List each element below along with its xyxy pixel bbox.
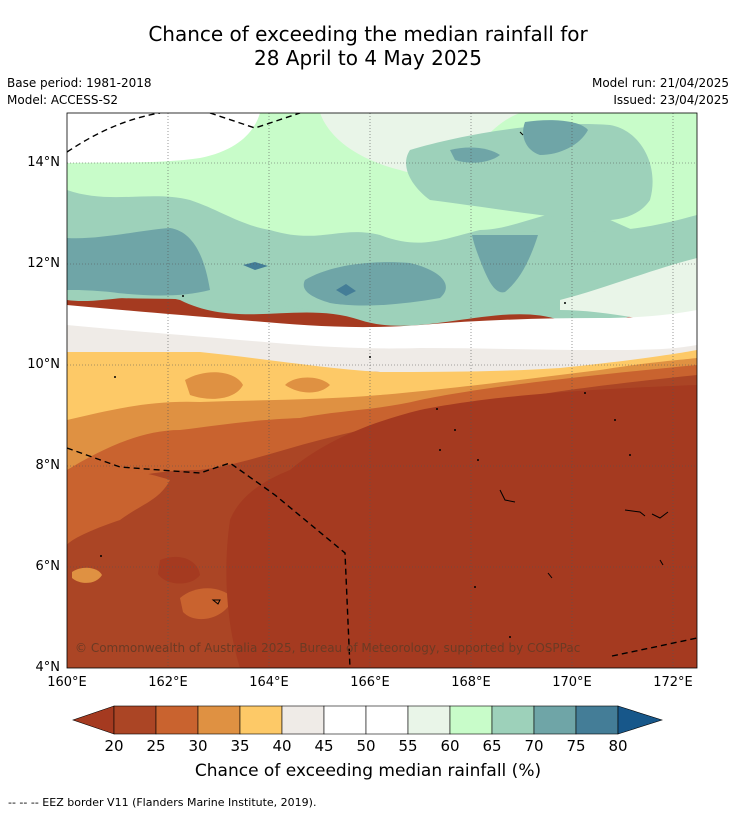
title-line-1: Chance of exceeding the median rainfall … — [148, 22, 588, 46]
lon-tick-164e: 164°E — [249, 675, 289, 690]
region-65-70-west — [67, 198, 697, 316]
colorbar-swatch — [239, 705, 283, 735]
colorbar-tick-label: 25 — [146, 737, 166, 755]
colorbar-tick-label: 20 — [104, 737, 124, 755]
region-below-20 — [226, 385, 697, 668]
colorbar-tick-label: 50 — [356, 737, 376, 755]
lat-tick-14n: 14°N — [27, 155, 60, 170]
colorbar-tick-label: 65 — [482, 737, 502, 755]
colorbar-over-arrow — [617, 705, 663, 735]
colorbar-swatch — [449, 705, 493, 735]
region-70-75-mid — [450, 147, 500, 163]
map-frame — [66, 112, 698, 669]
colorbar-under-arrow — [72, 705, 115, 735]
colorbar-swatch — [533, 705, 577, 735]
region-white-mid — [67, 305, 697, 362]
colorbar-tick-label: 35 — [230, 737, 250, 755]
islands — [211, 131, 669, 605]
colorbar-tick-label: 80 — [608, 737, 628, 755]
colorbar-swatch — [407, 705, 451, 735]
graticule — [67, 113, 697, 668]
region-below-20-spot — [158, 556, 200, 584]
lat-tick-4n: 4°N — [35, 660, 61, 675]
region-70-75-center — [303, 262, 446, 306]
colorbar-swatch — [281, 705, 325, 735]
colorbar-tick-label: 30 — [188, 737, 208, 755]
colorbar-swatch — [197, 705, 241, 735]
colorbar-swatch — [491, 705, 535, 735]
colorbar-tick-label: 45 — [314, 737, 334, 755]
colorbar-swatch — [365, 705, 409, 735]
colorbar — [72, 705, 663, 735]
lon-tick-160e: 160°E — [47, 675, 87, 690]
region-55-60-east — [560, 258, 697, 330]
colorbar-title: Chance of exceeding median rainfall (%) — [194, 761, 542, 781]
region-25-30-west — [67, 468, 170, 545]
lat-tick-6n: 6°N — [35, 559, 61, 574]
colorbar-tick-label: 70 — [524, 737, 544, 755]
region-70-75-east — [472, 235, 538, 293]
issued-date: Issued: 23/04/2025 — [613, 93, 729, 107]
eez-footnote: -- -- -- EEZ border V11 (Flanders Marine… — [8, 796, 317, 809]
lon-tick-166e: 166°E — [350, 675, 390, 690]
region-25-30-spot — [180, 588, 233, 620]
colorbar-swatch — [113, 705, 157, 735]
title-line-2: 28 April to 4 May 2025 — [254, 46, 482, 70]
region-75-80-dot-2 — [243, 262, 268, 270]
colorbar-tick-label: 60 — [440, 737, 460, 755]
colorbar-tick-label: 55 — [398, 737, 418, 755]
region-40-45-band — [67, 325, 697, 372]
map-fill — [67, 113, 697, 668]
region-30-35-spot — [185, 372, 243, 399]
model-run: Model run: 21/04/2025 — [591, 76, 729, 90]
region-70-75-west — [67, 228, 210, 296]
region-75-80-dot — [336, 284, 356, 296]
lat-tick-8n: 8°N — [35, 458, 61, 473]
colorbar-tick-label: 40 — [272, 737, 292, 755]
lat-tick-12n: 12°N — [27, 256, 60, 271]
colorbar-swatch — [575, 705, 619, 735]
lon-tick-170e: 170°E — [552, 675, 592, 690]
base-period: Base period: 1981-2018 — [7, 76, 152, 90]
region-30-35-spot-2 — [285, 377, 330, 393]
region-30-35-spot-3 — [72, 567, 102, 583]
island-dots — [100, 295, 631, 638]
eez-border — [67, 113, 697, 668]
lon-tick-168e: 168°E — [451, 675, 491, 690]
lon-tick-162e: 162°E — [148, 675, 188, 690]
model-name: Model: ACCESS-S2 — [7, 93, 119, 107]
colorbar-swatch — [155, 705, 199, 735]
colorbar-tick-label: 75 — [566, 737, 586, 755]
lon-tick-172e: 172°E — [653, 675, 693, 690]
colorbar-swatch — [323, 705, 367, 735]
lat-tick-10n: 10°N — [27, 357, 60, 372]
copyright-notice: © Commonwealth of Australia 2025, Bureau… — [75, 641, 581, 655]
